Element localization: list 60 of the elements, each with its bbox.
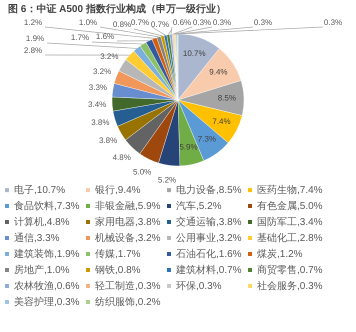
data-label: 1.9%: [26, 34, 44, 43]
data-label: 3.8%: [98, 136, 118, 145]
legend-label: 建筑材料,0.7%: [175, 264, 242, 276]
legend-label: 食品饮料,7.3%: [14, 200, 80, 212]
legend-label: 银行,9.4%: [94, 185, 141, 196]
legend-label: 基础化工,2.8%: [257, 232, 323, 244]
data-label: 3.4%: [88, 100, 106, 109]
data-label: 7.3%: [198, 134, 216, 144]
data-label: 1.0%: [78, 18, 98, 27]
data-label: 0.3%: [192, 18, 212, 27]
data-label: 1.7%: [70, 33, 90, 42]
legend-label: 石油石化,1.6%: [176, 248, 242, 260]
legend-label: 公用事业,3.2%: [176, 232, 242, 244]
data-label: 5.2%: [158, 175, 176, 184]
data-label: 0.3%: [254, 18, 272, 27]
data-label: 1.6%: [96, 32, 114, 41]
legend-label: 商贸零售,0.7%: [257, 264, 323, 276]
chart-title: 图 6：中证 A500 指数行业构成（申万一级行业）: [8, 3, 226, 15]
data-label: 3.3%: [88, 82, 108, 92]
legend-label: 环保,0.3%: [176, 281, 222, 292]
legend-label: 纺织服饰,0.2%: [95, 296, 161, 308]
data-label: 1.2%: [24, 18, 42, 27]
legend-label: 有色金属,5.0%: [257, 200, 323, 212]
legend-label: 房地产,1.0%: [14, 264, 70, 276]
data-label: 5.0%: [133, 168, 152, 177]
data-label: 2.8%: [24, 46, 42, 55]
legend-label: 煤炭,1.2%: [257, 248, 303, 260]
legend-label: 钢铁,0.8%: [94, 264, 141, 276]
data-label: 10.7%: [182, 48, 206, 58]
legend-label: 电力设备,8.5%: [176, 184, 242, 196]
legend-label: 美容护理,0.3%: [14, 296, 80, 308]
data-label: 0.3%: [212, 18, 232, 27]
data-label: 3.8%: [91, 118, 110, 128]
data-label: 3.2%: [92, 66, 112, 76]
data-label: 0.8%: [112, 20, 132, 29]
legend-label: 医药生物,7.4%: [257, 184, 323, 196]
data-label: 4.8%: [112, 153, 131, 162]
legend-label: 农林牧渔,0.6%: [14, 280, 80, 292]
legend-label: 电子,10.7%: [14, 184, 66, 196]
legend-label: 国防军工,3.4%: [257, 216, 323, 228]
data-label: 9.4%: [209, 68, 228, 77]
legend-label: 家用电器,3.8%: [95, 216, 161, 228]
legend-label: 社会服务,0.3%: [257, 280, 323, 292]
legend-label: 交通运输,3.8%: [176, 216, 242, 228]
data-label: 3.2%: [100, 52, 118, 62]
data-label: 0.6%: [172, 18, 192, 27]
legend-label: 机械设备,3.2%: [95, 232, 161, 244]
legend-label: 传媒,1.7%: [95, 249, 141, 260]
legend-label: 计算机,4.8%: [14, 216, 70, 228]
data-label: 0.7%: [150, 20, 170, 29]
legend-label: 建筑装饰,1.9%: [13, 248, 80, 260]
data-label: 0.3%: [324, 18, 342, 27]
legend-label: 通信,3.3%: [14, 232, 60, 244]
legend-label: 非银金融,5.9%: [95, 200, 161, 212]
data-label: 5.9%: [179, 142, 198, 152]
data-label: 7.4%: [212, 117, 231, 126]
data-label: 8.5%: [218, 94, 236, 103]
legend-label: 汽车,5.2%: [176, 200, 222, 212]
legend-label: 轻工制造,0.3%: [95, 280, 161, 292]
data-label: 0.7%: [130, 18, 150, 27]
